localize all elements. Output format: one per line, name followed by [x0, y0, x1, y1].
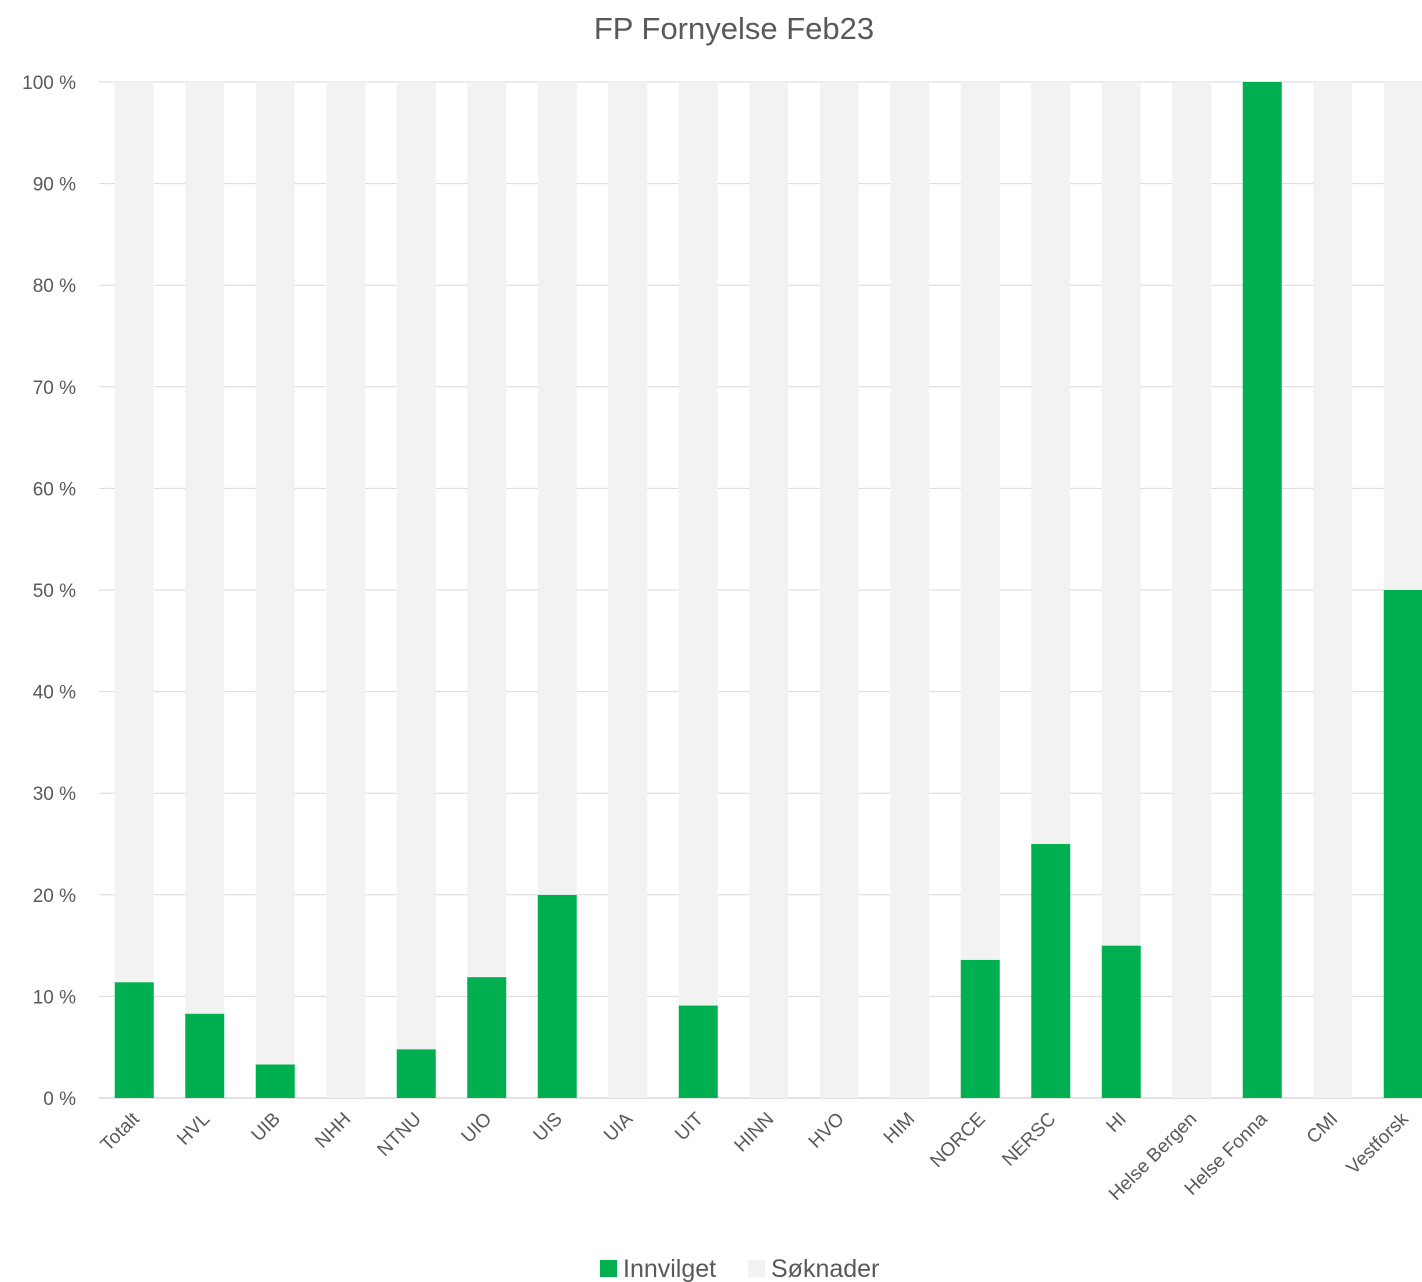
bar-soknader-vestforsk: [1383, 82, 1422, 590]
x-tick-label-hinn: HINN: [731, 1109, 779, 1157]
x-tick-label-nersc: NERSC: [998, 1109, 1060, 1171]
bar-soknader-nhh: [326, 82, 366, 1098]
x-tick-label-ntnu: NTNU: [374, 1109, 426, 1161]
y-axis: 0 % 10 % 20 % 30 % 40 % 50 % 60 % 70 % 80 % 90 % 1…: [22, 73, 76, 1110]
y-tick-label-0: 0 %: [43, 1089, 76, 1110]
bars: [114, 82, 1422, 1098]
bar-soknader-uit: [678, 82, 718, 1006]
bar-soknader-hvl: [185, 82, 225, 1014]
bar-soknader-him: [890, 82, 930, 1098]
x-tick-label-nhh: NHH: [311, 1109, 355, 1153]
bar-soknader-hi: [1101, 82, 1141, 946]
x-tick-label-him: HIM: [880, 1109, 919, 1148]
y-tick-label-20: 20 %: [33, 886, 76, 907]
bar-innvilget-vestforsk: [1383, 590, 1422, 1098]
bar-soknader-uia: [608, 82, 648, 1098]
x-tick-label-hvl: HVL: [173, 1109, 214, 1150]
bar-innvilget-ntnu: [396, 1049, 436, 1098]
bar-soknader-uis: [537, 82, 577, 895]
bar-soknader-uib: [255, 82, 295, 1065]
bar-soknader-totalt: [114, 82, 154, 983]
bar-innvilget-norce: [960, 959, 1000, 1098]
chart-title: FP Fornyelse Feb23: [594, 11, 874, 46]
bar-soknader-hvo: [819, 82, 859, 1098]
bar-innvilget-uis: [537, 894, 577, 1098]
x-tick-label-uit: UIT: [671, 1108, 708, 1145]
legend: Innvilget Søknader: [600, 1255, 879, 1282]
x-tick-label-hi: HI: [1103, 1109, 1131, 1137]
bar-innvilget-hi: [1101, 945, 1141, 1098]
bar-innvilget-uit: [678, 1005, 718, 1098]
bar-soknader-nersc: [1031, 82, 1071, 844]
x-tick-label-uib: UIB: [248, 1109, 285, 1146]
y-tick-label-50: 50 %: [33, 581, 76, 602]
bar-innvilget-uib: [255, 1064, 295, 1098]
x-tick-label-norce: NORCE: [926, 1109, 989, 1172]
x-axis: Totalt HVL UIB NHH NTNU UIO UIS UIA UIT HINN HVO HI…: [97, 1108, 1413, 1205]
bar-innvilget-helse-fonna: [1242, 82, 1282, 1098]
x-tick-label-hvo: HVO: [805, 1109, 849, 1153]
x-tick-label-vestforsk: Vestforsk: [1343, 1108, 1413, 1178]
y-tick-label-60: 60 %: [33, 479, 76, 500]
x-tick-label-totalt: Totalt: [97, 1108, 144, 1155]
y-tick-label-100: 100 %: [22, 73, 76, 94]
bar-soknader-uio: [467, 82, 507, 978]
bar-soknader-ntnu: [396, 82, 436, 1050]
legend-label-soknader: Søknader: [771, 1255, 879, 1282]
bar-soknader-helse-bergen: [1172, 82, 1212, 1098]
legend-label-innvilget: Innvilget: [623, 1255, 716, 1282]
y-tick-label-30: 30 %: [33, 784, 76, 805]
bar-soknader-cmi: [1313, 82, 1353, 1098]
y-tick-label-70: 70 %: [33, 378, 76, 399]
y-tick-label-40: 40 %: [33, 683, 76, 704]
bar-soknader-norce: [960, 82, 1000, 960]
bar-soknader-hinn: [749, 82, 789, 1098]
y-tick-label-80: 80 %: [33, 276, 76, 297]
y-tick-label-90: 90 %: [33, 175, 76, 196]
y-tick-label-10: 10 %: [33, 987, 76, 1008]
x-tick-label-uis: UIS: [530, 1109, 567, 1146]
legend-swatch-soknader: [748, 1260, 765, 1277]
bar-innvilget-hvl: [185, 1013, 225, 1098]
bar-innvilget-nersc: [1031, 844, 1071, 1098]
x-tick-label-uio: UIO: [458, 1109, 497, 1148]
x-tick-label-cmi: CMI: [1303, 1109, 1342, 1148]
legend-swatch-innvilget: [600, 1260, 617, 1277]
bar-innvilget-totalt: [114, 982, 154, 1098]
bar-innvilget-uio: [467, 977, 507, 1098]
x-tick-label-uia: UIA: [600, 1108, 637, 1145]
